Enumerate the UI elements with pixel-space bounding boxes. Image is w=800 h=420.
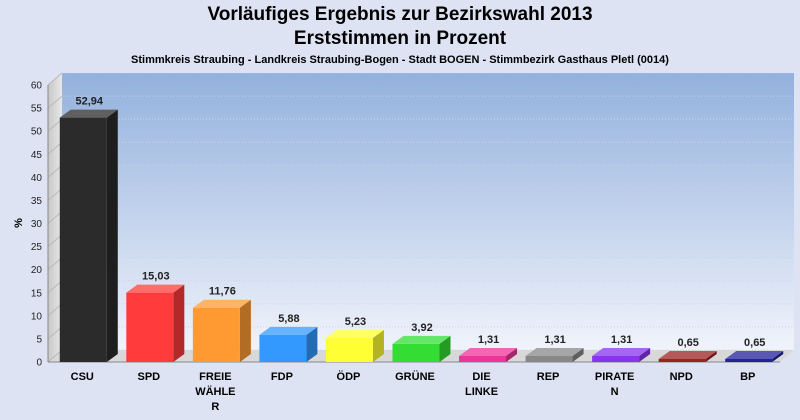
y-tick-label: 45 (31, 150, 43, 161)
bar-side (572, 347, 584, 362)
y-tick-label: 40 (31, 173, 43, 184)
bar-side (705, 350, 717, 362)
x-category-label: FREIE (199, 371, 231, 383)
y-tick-label: 10 (31, 311, 43, 322)
bar-top (459, 347, 518, 356)
bar-side (772, 350, 784, 362)
bar-value-label: 5,88 (278, 313, 299, 325)
y-tick-label: 60 (31, 81, 43, 92)
grid-line-side (47, 211, 63, 224)
bar (592, 355, 640, 362)
bar (725, 358, 773, 362)
grid-line-side (47, 234, 63, 247)
bar-side (506, 347, 518, 362)
bar-side (639, 347, 651, 362)
y-tick-label: 5 (36, 334, 42, 345)
grid-line-side (47, 188, 63, 201)
chart-district-info: Stimmkreis Straubing - Landkreis Straubi… (131, 54, 669, 66)
x-category-label: CSU (71, 371, 94, 383)
y-tick-label: 15 (31, 288, 43, 299)
bar (59, 117, 107, 363)
grid-line-side (47, 303, 63, 317)
bar-top (192, 299, 251, 308)
x-category-label: DIE (472, 371, 490, 383)
bar (658, 358, 706, 362)
bar-top (725, 350, 784, 359)
y-axis-label: % (13, 218, 25, 228)
bar-side (173, 284, 185, 362)
x-category-label: R (211, 401, 219, 413)
bar-value-label: 5,23 (345, 316, 366, 328)
bar-top (126, 284, 185, 293)
bar-top (325, 329, 384, 338)
chart-subtitle: Erststimmen in Prozent (293, 28, 507, 49)
bar-top (658, 350, 717, 359)
x-category-label: BP (740, 371, 755, 383)
x-category-label: ÖDP (337, 370, 361, 383)
x-category-label: LINKE (465, 386, 498, 398)
bar-top (592, 347, 651, 356)
x-category-label: SPD (138, 371, 161, 383)
y-tick-label: 55 (31, 104, 43, 115)
x-category-label: WÄHLE (195, 385, 235, 398)
bar (259, 334, 307, 362)
grid-line-side (47, 257, 63, 271)
bar (192, 307, 240, 362)
y-tick-label: 30 (31, 219, 43, 230)
bar-value-label: 0,65 (744, 337, 765, 349)
bar-top (525, 347, 584, 356)
bar-value-label: 1,31 (544, 334, 565, 346)
x-category-label: PIRATE (595, 371, 635, 383)
x-category-label: NPD (670, 371, 693, 383)
bar-value-label: 52,94 (76, 96, 104, 108)
bar-top (59, 109, 118, 118)
bar-value-label: 1,31 (478, 334, 499, 346)
grid-line-side (47, 141, 63, 155)
bar-side (106, 109, 118, 363)
bar-side (439, 335, 451, 362)
bar-top (392, 335, 451, 344)
bar (459, 355, 507, 362)
grid-line-side (47, 349, 63, 363)
bar-value-label: 1,31 (611, 334, 632, 346)
bar (525, 355, 573, 362)
x-category-label: GRÜNE (395, 370, 435, 383)
bar-value-label: 11,76 (209, 286, 236, 298)
x-category-label: REP (537, 371, 560, 383)
bar (126, 292, 174, 362)
bar-side (306, 326, 318, 362)
y-tick-label: 20 (31, 265, 43, 276)
grid-line-side (47, 164, 63, 178)
bar-top (259, 326, 318, 335)
chart-title: Vorläufiges Ergebnis zur Bezirkswahl 201… (207, 4, 593, 25)
y-tick-label: 0 (36, 358, 42, 369)
y-tick-label: 35 (31, 196, 43, 207)
grid-line-side (47, 280, 63, 294)
bar (325, 337, 373, 362)
x-category-label: FDP (271, 371, 293, 383)
bar (392, 343, 440, 362)
x-category-label: N (611, 386, 619, 398)
grid-line-side (47, 95, 63, 109)
y-tick-label: 50 (31, 127, 43, 138)
bar-value-label: 0,65 (677, 337, 698, 349)
bar-side (239, 299, 251, 362)
grid-line-side (47, 72, 63, 86)
bar-side (372, 329, 384, 362)
plot-back-wall (48, 73, 794, 362)
grid-line-side (47, 326, 63, 340)
bar-value-label: 15,03 (142, 271, 170, 283)
bar-value-label: 3,92 (411, 322, 432, 334)
y-tick-label: 25 (31, 242, 43, 253)
grid-line-side (47, 118, 63, 132)
